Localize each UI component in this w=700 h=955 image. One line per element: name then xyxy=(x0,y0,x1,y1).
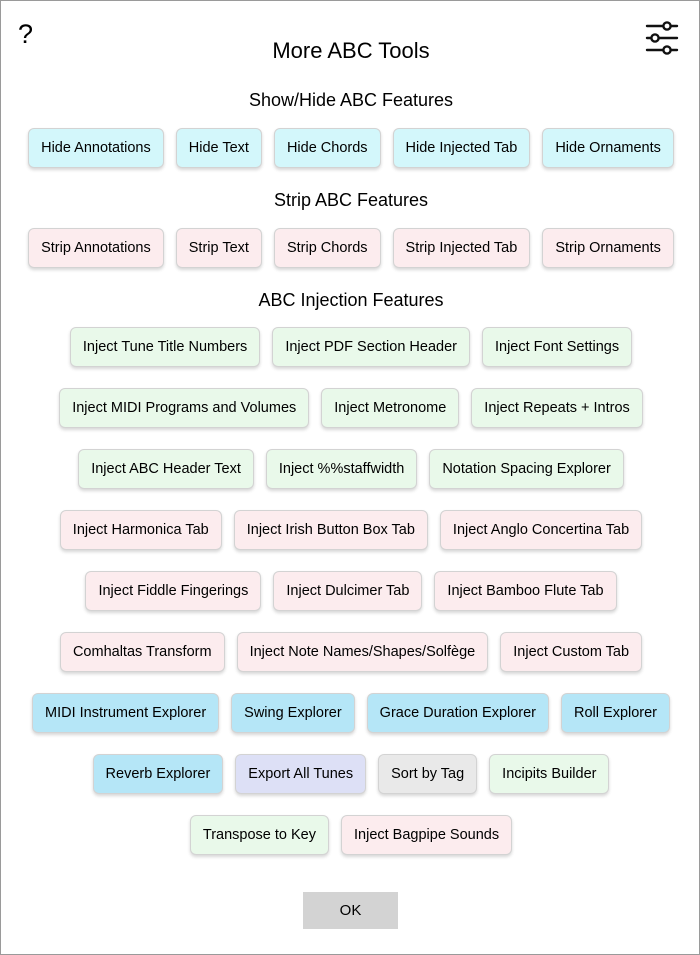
strip-injected-tab-button[interactable]: Strip Injected Tab xyxy=(392,228,531,268)
injection-row-1: Inject Tune Title Numbers Inject PDF Sec… xyxy=(1,327,700,369)
strip-text-button[interactable]: Strip Text xyxy=(175,228,262,268)
injection-row-2: Inject MIDI Programs and Volumes Inject … xyxy=(1,388,700,430)
inject-pdf-section-header-button[interactable]: Inject PDF Section Header xyxy=(272,327,470,367)
hide-ornaments-button[interactable]: Hide Ornaments xyxy=(542,128,674,168)
reverb-explorer-button[interactable]: Reverb Explorer xyxy=(92,754,224,794)
inject-font-settings-button[interactable]: Inject Font Settings xyxy=(481,327,633,367)
section-title-strip: Strip ABC Features xyxy=(273,190,429,210)
notation-spacing-explorer-button[interactable]: Notation Spacing Explorer xyxy=(429,449,624,489)
show-hide-row: Hide Annotations Hide Text Hide Chords H… xyxy=(1,128,700,170)
help-icon[interactable]: ? xyxy=(18,19,34,49)
swing-explorer-button[interactable]: Swing Explorer xyxy=(231,693,355,733)
sort-by-tag-button[interactable]: Sort by Tag xyxy=(378,754,478,794)
strip-row: Strip Annotations Strip Text Strip Chord… xyxy=(1,228,700,270)
injection-row-3: Inject ABC Header Text Inject %%staffwid… xyxy=(1,449,700,491)
dialog-title: More ABC Tools xyxy=(272,38,430,63)
injection-row-6: Comhaltas Transform Inject Note Names/Sh… xyxy=(1,632,700,674)
inject-custom-tab-button[interactable]: Inject Custom Tab xyxy=(500,632,643,672)
inject-bagpipe-sounds-button[interactable]: Inject Bagpipe Sounds xyxy=(341,815,513,855)
injection-row-4: Inject Harmonica Tab Inject Irish Button… xyxy=(1,510,700,552)
strip-ornaments-button[interactable]: Strip Ornaments xyxy=(542,228,674,268)
hide-injected-tab-button[interactable]: Hide Injected Tab xyxy=(392,128,531,168)
midi-instrument-explorer-button[interactable]: MIDI Instrument Explorer xyxy=(31,693,220,733)
section-title-show-hide: Show/Hide ABC Features xyxy=(248,90,454,110)
hide-chords-button[interactable]: Hide Chords xyxy=(273,128,381,168)
inject-harmonica-tab-button[interactable]: Inject Harmonica Tab xyxy=(59,510,222,550)
injection-row-9: Transpose to Key Inject Bagpipe Sounds xyxy=(1,815,700,857)
injection-row-5: Inject Fiddle Fingerings Inject Dulcimer… xyxy=(1,571,700,613)
inject-tune-title-numbers-button[interactable]: Inject Tune Title Numbers xyxy=(69,327,261,367)
inject-metronome-button[interactable]: Inject Metronome xyxy=(321,388,460,428)
inject-dulcimer-tab-button[interactable]: Inject Dulcimer Tab xyxy=(273,571,423,611)
strip-annotations-button[interactable]: Strip Annotations xyxy=(28,228,164,268)
export-all-tunes-button[interactable]: Export All Tunes xyxy=(235,754,367,794)
inject-irish-button-box-tab-button[interactable]: Inject Irish Button Box Tab xyxy=(233,510,428,550)
hide-annotations-button[interactable]: Hide Annotations xyxy=(28,128,164,168)
inject-abc-header-text-button[interactable]: Inject ABC Header Text xyxy=(78,449,254,489)
inject-note-names-button[interactable]: Inject Note Names/Shapes/Solfège xyxy=(236,632,489,672)
inject-repeats-intros-button[interactable]: Inject Repeats + Intros xyxy=(471,388,643,428)
inject-staffwidth-button[interactable]: Inject %%staffwidth xyxy=(265,449,418,489)
roll-explorer-button[interactable]: Roll Explorer xyxy=(561,693,671,733)
sliders-icon[interactable] xyxy=(645,21,679,55)
ok-button[interactable]: OK xyxy=(303,892,398,929)
incipits-builder-button[interactable]: Incipits Builder xyxy=(489,754,610,794)
grace-duration-explorer-button[interactable]: Grace Duration Explorer xyxy=(366,693,550,733)
inject-bamboo-flute-tab-button[interactable]: Inject Bamboo Flute Tab xyxy=(434,571,617,611)
inject-midi-programs-button[interactable]: Inject MIDI Programs and Volumes xyxy=(59,388,310,428)
strip-chords-button[interactable]: Strip Chords xyxy=(273,228,381,268)
transpose-to-key-button[interactable]: Transpose to Key xyxy=(189,815,329,855)
section-title-injection: ABC Injection Features xyxy=(258,290,444,310)
inject-anglo-concertina-tab-button[interactable]: Inject Anglo Concertina Tab xyxy=(439,510,643,550)
inject-fiddle-fingerings-button[interactable]: Inject Fiddle Fingerings xyxy=(85,571,262,611)
hide-text-button[interactable]: Hide Text xyxy=(175,128,262,168)
injection-row-7: MIDI Instrument Explorer Swing Explorer … xyxy=(1,693,700,735)
comhaltas-transform-button[interactable]: Comhaltas Transform xyxy=(59,632,225,672)
injection-row-8: Reverb Explorer Export All Tunes Sort by… xyxy=(1,754,700,796)
